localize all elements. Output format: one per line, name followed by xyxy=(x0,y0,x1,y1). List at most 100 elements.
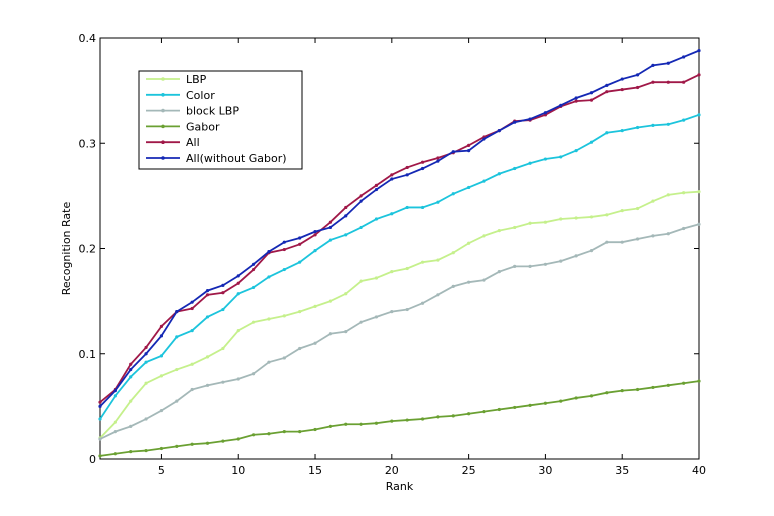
data-point xyxy=(190,328,194,333)
data-point xyxy=(420,166,425,171)
data-point xyxy=(482,179,486,183)
data-point xyxy=(251,267,256,272)
data-point xyxy=(159,354,164,358)
x-axis-ticks: 5 10 15 20 25 30 35 40 xyxy=(158,38,706,477)
data-point xyxy=(559,155,563,159)
data-point xyxy=(175,399,179,403)
data-point xyxy=(467,412,471,416)
data-point xyxy=(113,394,117,398)
data-point xyxy=(697,113,701,117)
data-point xyxy=(559,103,563,107)
data-point xyxy=(359,279,363,283)
legend-entry: Color xyxy=(146,89,215,102)
legend-label: LBP xyxy=(186,73,207,86)
y-tick-label: 0.3 xyxy=(79,137,97,150)
series-lines xyxy=(98,49,701,458)
legend-marker xyxy=(161,124,165,129)
data-point xyxy=(221,380,225,384)
data-point xyxy=(251,433,256,437)
data-point xyxy=(682,55,686,59)
data-point xyxy=(482,410,486,414)
data-point xyxy=(589,91,594,95)
data-point xyxy=(144,345,148,350)
data-point xyxy=(374,217,379,221)
data-point xyxy=(267,275,271,279)
y-tick-label: 0.1 xyxy=(79,348,97,361)
data-point xyxy=(666,232,670,236)
data-point xyxy=(682,381,686,385)
data-point xyxy=(405,173,409,177)
data-point xyxy=(620,87,624,92)
data-point xyxy=(528,161,532,165)
legend-entry: All(without Gabor) xyxy=(146,152,287,165)
data-point xyxy=(697,190,701,194)
data-point xyxy=(420,301,425,305)
data-point xyxy=(129,362,133,366)
y-axis-label: Recognition Rate xyxy=(60,202,73,296)
data-point xyxy=(559,259,563,263)
data-point xyxy=(666,61,670,65)
data-point xyxy=(374,315,379,319)
data-point xyxy=(635,387,640,392)
data-point xyxy=(190,300,194,304)
data-point xyxy=(205,293,210,297)
data-point xyxy=(144,360,148,364)
data-point xyxy=(420,260,425,264)
series-line xyxy=(99,113,700,420)
data-point xyxy=(620,388,624,393)
data-point xyxy=(482,137,486,141)
data-point xyxy=(344,330,348,334)
data-point xyxy=(313,249,317,253)
data-point xyxy=(298,430,302,434)
legend-entry: block LBP xyxy=(146,105,239,118)
legend-entry: All xyxy=(146,136,200,149)
data-point xyxy=(282,240,286,244)
legend-marker xyxy=(161,77,165,81)
data-point xyxy=(313,341,317,345)
data-point xyxy=(451,150,455,154)
data-point xyxy=(497,270,501,274)
y-tick-label: 0.2 xyxy=(79,243,97,256)
series-line xyxy=(99,49,700,408)
data-point xyxy=(98,400,102,404)
data-point xyxy=(359,199,363,203)
data-point xyxy=(436,156,440,160)
data-point xyxy=(543,220,548,224)
data-point xyxy=(451,284,455,288)
series-5 xyxy=(98,49,701,408)
data-point xyxy=(190,306,194,311)
data-point xyxy=(559,399,563,403)
data-point xyxy=(436,415,440,419)
data-point xyxy=(313,304,317,308)
data-point xyxy=(635,237,640,241)
data-point xyxy=(129,424,133,428)
data-point xyxy=(267,250,271,254)
data-point xyxy=(697,379,701,383)
data-point xyxy=(98,437,102,441)
data-point xyxy=(113,452,117,456)
legend-marker xyxy=(161,156,165,160)
data-point xyxy=(574,149,578,153)
data-point xyxy=(374,421,379,425)
data-point xyxy=(205,355,210,359)
data-point xyxy=(467,185,471,190)
data-point xyxy=(589,215,594,219)
data-point xyxy=(697,49,701,53)
data-point xyxy=(298,236,302,240)
data-point xyxy=(405,165,409,170)
data-point xyxy=(651,123,655,127)
data-point xyxy=(436,293,440,297)
data-point xyxy=(666,383,670,387)
data-point xyxy=(251,262,256,266)
data-point xyxy=(159,334,164,338)
x-axis-label: Rank xyxy=(386,480,414,493)
data-point xyxy=(129,367,133,372)
legend-label: All(without Gabor) xyxy=(186,152,287,165)
data-point xyxy=(344,292,348,296)
x-tick-label: 10 xyxy=(231,464,245,477)
data-point xyxy=(651,199,655,203)
data-point xyxy=(359,225,363,230)
data-point xyxy=(221,283,225,287)
data-point xyxy=(282,267,286,272)
legend: LBP Color block LBP Gabor All All(without Gab… xyxy=(138,70,303,170)
